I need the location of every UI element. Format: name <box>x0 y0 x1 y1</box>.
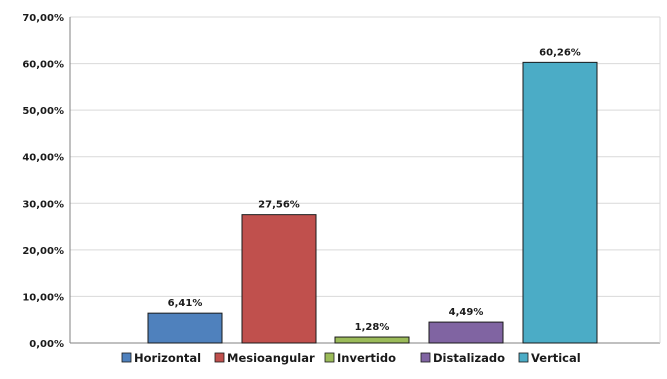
y-tick-label: 40,00% <box>22 153 64 164</box>
y-tick-label: 70,00% <box>22 13 64 24</box>
legend-label: Invertido <box>337 351 396 365</box>
legend-swatch <box>420 352 431 363</box>
y-tick-label: 50,00% <box>22 106 64 117</box>
bars <box>147 61 598 344</box>
legend-label: Horizontal <box>134 351 201 365</box>
data-labels: 6,41% 27,56% 1,28% 4,49% 60,26% <box>168 47 581 333</box>
bar-horizontal <box>147 312 223 344</box>
legend-swatch <box>518 352 529 363</box>
bar-vertical <box>522 61 598 344</box>
bar-distalizado <box>428 321 504 344</box>
bar-mesioangular <box>241 214 317 344</box>
legend-label: Vertical <box>531 351 581 365</box>
legend-label: Mesioangular <box>227 351 315 365</box>
data-label: 60,26% <box>539 47 581 58</box>
data-label: 1,28% <box>355 322 390 333</box>
y-tick-label: 60,00% <box>22 60 64 71</box>
legend-swatch <box>214 352 225 363</box>
legend-swatch <box>324 352 335 363</box>
y-tick-label: 0,00% <box>29 339 64 350</box>
data-label: 6,41% <box>168 298 203 309</box>
data-label: 4,49% <box>449 307 484 318</box>
y-tick-label: 20,00% <box>22 246 64 257</box>
gridlines <box>70 16 660 297</box>
legend: Horizontal Mesioangular Invertido Distaliza… <box>121 351 581 365</box>
y-tick-label: 30,00% <box>22 199 64 210</box>
legend-label: Distalizado <box>433 351 505 365</box>
y-tick-label: 10,00% <box>22 292 64 303</box>
bar-invertido <box>334 336 410 344</box>
legend-swatch <box>121 352 132 363</box>
data-label: 27,56% <box>258 200 300 211</box>
